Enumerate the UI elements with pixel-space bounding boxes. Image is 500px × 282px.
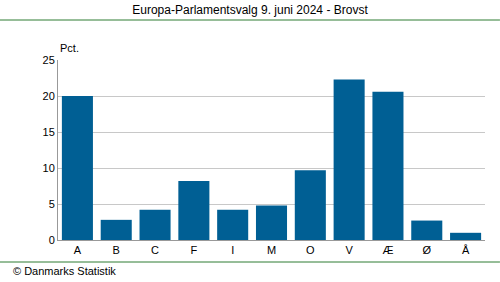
svg-text:20: 20 [43,90,55,102]
svg-text:10: 10 [43,162,55,174]
svg-text:V: V [345,244,353,256]
svg-text:15: 15 [43,126,55,138]
svg-text:F: F [190,244,197,256]
svg-text:Ø: Ø [422,244,431,256]
svg-text:Pct.: Pct. [60,42,79,54]
svg-text:25: 25 [43,54,55,66]
svg-text:O: O [306,244,315,256]
svg-text:Å: Å [462,244,470,256]
svg-text:0: 0 [49,234,55,246]
svg-text:C: C [151,244,159,256]
svg-text:Æ: Æ [382,244,393,256]
svg-text:5: 5 [49,198,55,210]
svg-text:B: B [113,244,120,256]
svg-text:I: I [231,244,234,256]
svg-text:A: A [74,244,82,256]
svg-text:M: M [267,244,276,256]
svg-text:© Danmarks Statistik: © Danmarks Statistik [13,265,116,277]
svg-text:Europa-Parlamentsvalg 9. juni: Europa-Parlamentsvalg 9. juni 2024 - Bro… [132,3,368,17]
